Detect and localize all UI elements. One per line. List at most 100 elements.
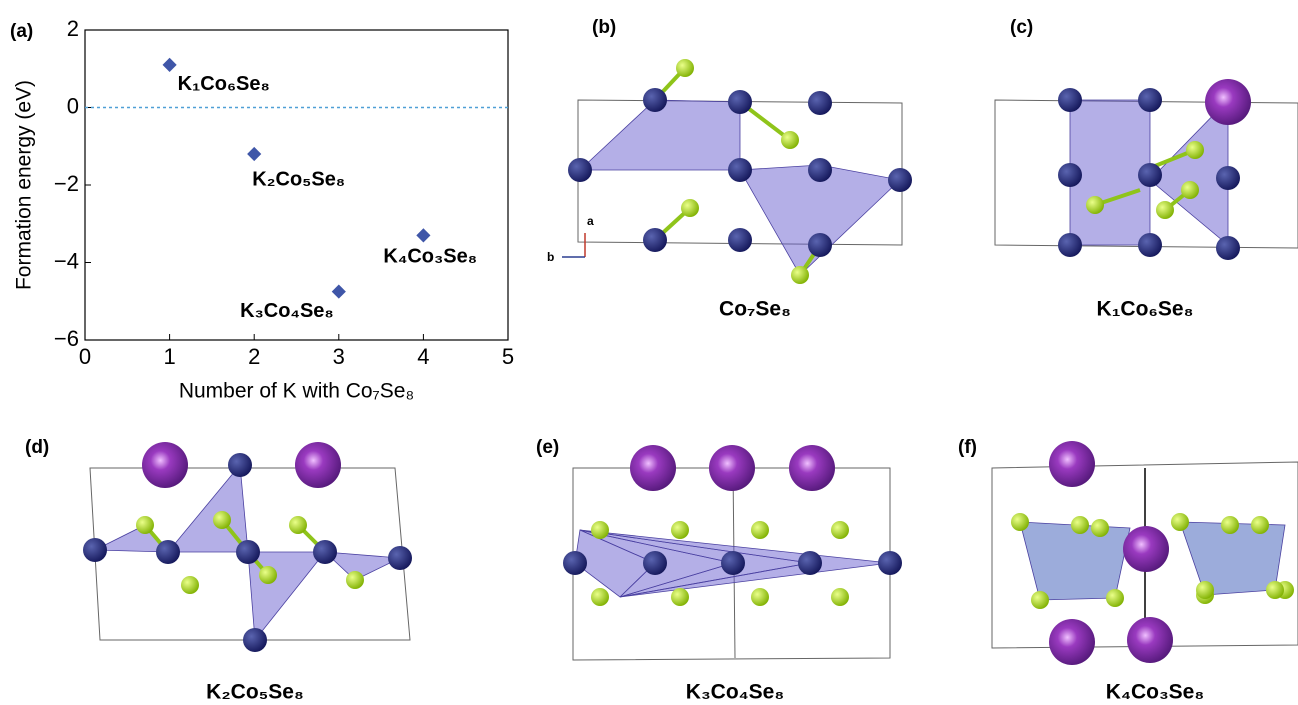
point [162, 57, 177, 72]
atom [791, 266, 809, 284]
atom [643, 88, 667, 112]
atom [643, 228, 667, 252]
panel-label: (b) [592, 17, 616, 38]
atom [142, 442, 188, 488]
point-label: K₂Co₅Se₈ [252, 168, 345, 190]
panel-caption: K₄Co₃Se₈ [1106, 681, 1204, 704]
atom [751, 588, 769, 606]
atom [1058, 163, 1082, 187]
atom [1186, 141, 1204, 159]
y-axis-label: Formation energy (eV) [13, 80, 36, 290]
atom [721, 551, 745, 575]
atom [313, 540, 337, 564]
atom [751, 521, 769, 539]
atom [709, 445, 755, 491]
axis-label: a [587, 214, 594, 228]
y-tick-label: −4 [54, 248, 79, 273]
panel-label: (a) [10, 21, 33, 42]
point [247, 146, 262, 162]
atom [1251, 516, 1269, 534]
unit-cell [994, 99, 1298, 249]
x-tick-label: 3 [333, 344, 345, 369]
atom [1138, 163, 1162, 187]
panel-caption: K₃Co₄Se₈ [686, 681, 784, 704]
atom [289, 516, 307, 534]
atom [346, 571, 364, 589]
axis-label: b [547, 250, 554, 264]
atom [1049, 441, 1095, 487]
point-label: K₃Co₄Se₈ [240, 300, 334, 322]
panel-label: (f) [958, 437, 977, 458]
atom [808, 91, 832, 115]
atom [1071, 516, 1089, 534]
atom [831, 521, 849, 539]
atom [591, 588, 609, 606]
atom [1156, 201, 1174, 219]
atom [728, 158, 752, 182]
atom [630, 445, 676, 491]
point [416, 228, 431, 243]
atom [1086, 196, 1104, 214]
atom [259, 566, 277, 584]
polyhedron [323, 551, 402, 581]
atom [181, 576, 199, 594]
atom [1216, 236, 1240, 260]
y-tick-label: 0 [67, 93, 79, 118]
atom [1058, 233, 1082, 257]
atom [1171, 513, 1189, 531]
atom [136, 516, 154, 534]
atom [563, 551, 587, 575]
atom [83, 538, 107, 562]
panel-caption: K₁Co₆Se₈ [1097, 298, 1194, 321]
panel-caption: Co₇Se₈ [719, 298, 791, 321]
atom [1106, 589, 1124, 607]
atom [808, 158, 832, 182]
atom [1266, 581, 1284, 599]
atom [1058, 88, 1082, 112]
unit-cell [89, 467, 411, 641]
atom [591, 521, 609, 539]
panel-label: (e) [536, 437, 559, 458]
atom [789, 445, 835, 491]
point-label: K₁Co₆Se₈ [178, 73, 270, 95]
atom [798, 551, 822, 575]
atom [1011, 513, 1029, 531]
atom [1221, 516, 1239, 534]
atom [1138, 88, 1162, 112]
atom [781, 131, 799, 149]
atom [1216, 166, 1240, 190]
atom [1031, 591, 1049, 609]
atom [1049, 619, 1095, 665]
atom [728, 228, 752, 252]
unit-cell [572, 467, 891, 661]
atom [676, 59, 694, 77]
atom [388, 546, 412, 570]
atom [728, 90, 752, 114]
atom [831, 588, 849, 606]
y-tick-label: 2 [67, 16, 79, 41]
atom [295, 442, 341, 488]
atom [1091, 519, 1109, 537]
x-tick-label: 2 [248, 344, 260, 369]
atom [213, 511, 231, 529]
atom [1127, 617, 1173, 663]
atom [1123, 526, 1169, 572]
polyhedron [1069, 99, 1151, 246]
unit-cell [991, 461, 1298, 649]
polyhedron [1019, 521, 1131, 601]
x-tick-label: 1 [163, 344, 175, 369]
atom [1138, 233, 1162, 257]
x-tick-label: 5 [502, 344, 514, 369]
atom [243, 628, 267, 652]
atom [888, 168, 912, 192]
x-axis-label: Number of K with Co₇Se₈ [179, 380, 414, 403]
atom [1181, 181, 1199, 199]
structures: (b) Co₇Se₈ (c) K₁Co₆Se₈ (d) K₂Co₅Se₈ (e) K₃Co₄S… [25, 17, 1298, 704]
atom [568, 158, 592, 182]
atom [643, 551, 667, 575]
panel-caption: K₂Co₅Se₈ [206, 681, 304, 704]
atom [1205, 79, 1251, 125]
x-tick-label: 4 [417, 344, 429, 369]
atom [1196, 581, 1214, 599]
